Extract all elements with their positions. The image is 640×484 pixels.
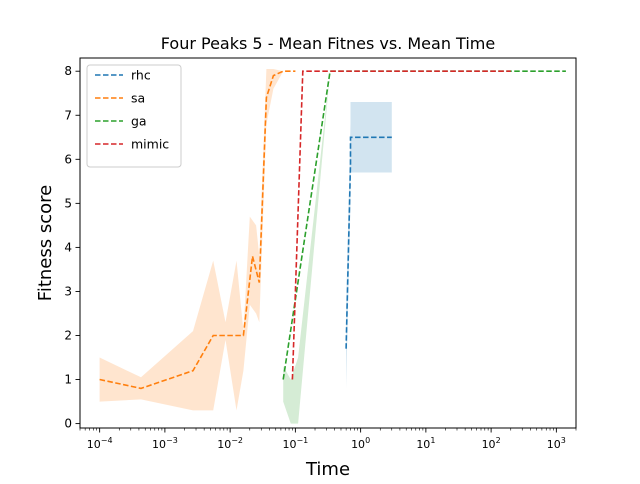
line-mimic (291, 70, 511, 380)
x-tick-label: 10−3 (152, 436, 178, 451)
x-axis-label: Time (305, 459, 350, 480)
y-axis-label: Fitness score (35, 185, 56, 301)
y-tick-label: 2 (64, 329, 72, 343)
series-lines (99, 70, 566, 390)
legend-label-sa: sa (131, 91, 145, 106)
x-tick-label: 103 (547, 436, 566, 451)
x-tick-label: 10−1 (282, 436, 308, 451)
confidence-bands (99, 69, 392, 424)
y-tick-label: 0 (64, 417, 72, 431)
y-tick-label: 3 (64, 284, 72, 298)
y-tick-label: 4 (64, 240, 72, 254)
x-tick-label: 102 (482, 436, 501, 451)
y-axis-ticks: 0 1 2 3 4 5 6 7 8 (64, 64, 80, 431)
legend-label-ga: ga (131, 114, 147, 129)
legend: rhc sa ga mimic (86, 64, 182, 168)
x-tick-label: 100 (351, 436, 370, 451)
band-sa (99, 69, 296, 411)
y-tick-label: 1 (64, 373, 72, 387)
legend-label-mimic: mimic (131, 137, 169, 152)
x-axis-ticks: 10−4 10−3 10−2 10−1 100 101 102 103 (79, 428, 577, 451)
band-ga (283, 71, 331, 424)
chart-title: Four Peaks 5 - Mean Fitnes vs. Mean Time (161, 34, 495, 53)
y-tick-label: 8 (64, 64, 72, 78)
band-rhc (346, 102, 392, 389)
legend-box (86, 64, 182, 168)
y-tick-label: 6 (64, 152, 72, 166)
x-tick-label: 10−2 (217, 436, 243, 451)
line-rhc (345, 136, 392, 349)
x-tick-label: 10−4 (87, 436, 113, 451)
y-tick-label: 5 (64, 196, 72, 210)
plot-frame (79, 57, 577, 429)
legend-label-rhc: rhc (131, 68, 151, 83)
x-tick-label: 101 (416, 436, 435, 451)
y-tick-label: 7 (64, 108, 72, 122)
